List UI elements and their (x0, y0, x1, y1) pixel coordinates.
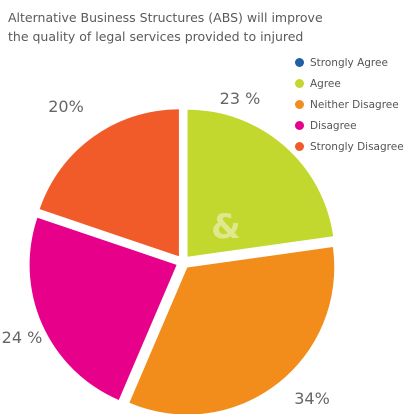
legend-item-agree: Agree (295, 73, 404, 94)
legend-label: Neither Disagree (310, 98, 399, 111)
legend-label: Agree (310, 77, 341, 90)
legend-item-strongly-agree: Strongly Agree (295, 52, 404, 73)
pie-slice-neither-disagree (129, 247, 335, 414)
chart-title-line-1: Alternative Business Structures (ABS) wi… (8, 10, 323, 25)
pie-slice-agree (187, 109, 334, 257)
legend-swatch (295, 100, 304, 109)
legend-label: Disagree (310, 119, 357, 132)
legend-label: Strongly Agree (310, 56, 388, 69)
legend-item-strongly-disagree: Strongly Disagree (295, 136, 404, 157)
legend-swatch (295, 79, 304, 88)
pie-slice-strongly-disagree (39, 109, 179, 257)
legend-item-neither-disagree: Neither Disagree (295, 94, 404, 115)
legend-label: Strongly Disagree (310, 140, 404, 153)
legend-swatch (295, 121, 304, 130)
slice-label: 24 % (2, 328, 43, 347)
legend-swatch (295, 58, 304, 67)
legend-swatch (295, 142, 304, 151)
slice-label: 34% (294, 389, 330, 408)
chart-legend: Strongly Agree Agree Neither Disagree Di… (295, 52, 404, 157)
pie-slice-disagree (29, 217, 177, 400)
legend-item-disagree: Disagree (295, 115, 404, 136)
watermark-logo: & (211, 207, 241, 247)
chart-title: Alternative Business Structures (ABS) wi… (8, 8, 323, 46)
chart-title-line-2: the quality of legal services provided t… (8, 29, 304, 44)
slice-label: 23 % (220, 89, 261, 108)
slice-label: 20% (48, 97, 84, 116)
